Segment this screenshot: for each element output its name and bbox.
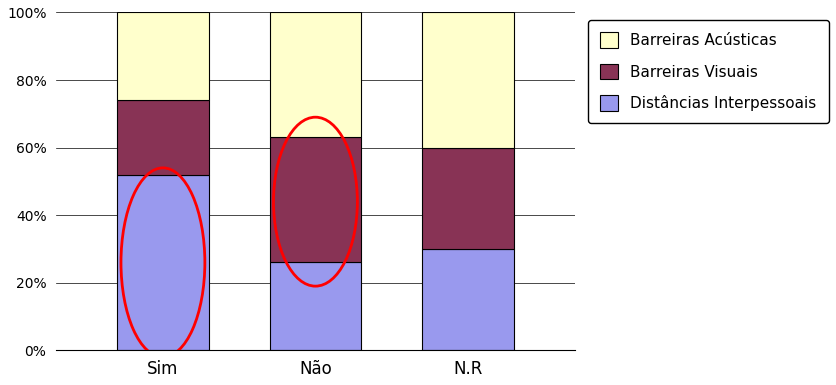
Bar <box>421 249 513 350</box>
Bar <box>117 12 208 100</box>
Bar <box>421 12 513 147</box>
Bar <box>117 175 208 350</box>
Bar <box>269 263 361 350</box>
Bar <box>269 137 361 263</box>
Bar <box>117 100 208 175</box>
Bar <box>269 12 361 137</box>
Legend: Barreiras Acústicas, Barreiras Visuais, Distâncias Interpessoais: Barreiras Acústicas, Barreiras Visuais, … <box>587 20 828 123</box>
Bar <box>421 147 513 249</box>
